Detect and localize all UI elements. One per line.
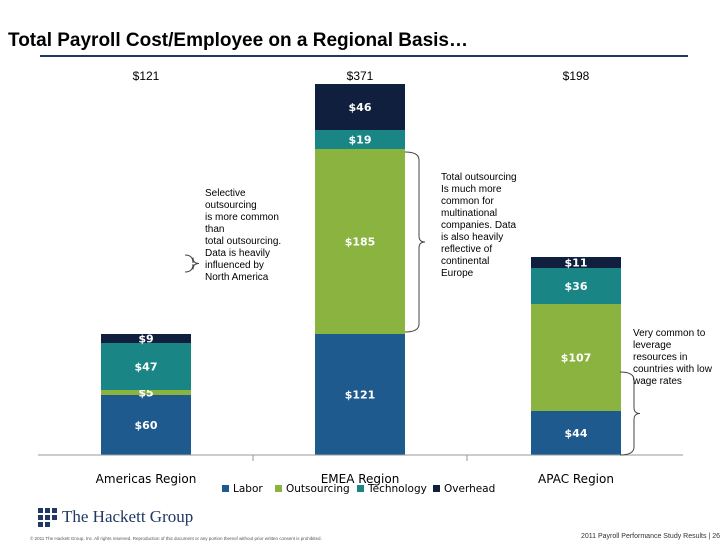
bar-emea-region-outsourcing (315, 149, 405, 334)
legend-label-technology: Technology (367, 483, 427, 495)
bar-americas-region-labor (101, 395, 191, 455)
title-divider (40, 55, 688, 57)
data-label-apac-region-outsourcing: $107 (561, 352, 592, 365)
legend-swatch-outsourcing (275, 485, 282, 492)
bar-emea-region-overhead (315, 84, 405, 130)
americas-note: Selective outsourcing is more common tha… (205, 188, 282, 283)
total-label-emea-region: $371 (347, 69, 374, 83)
page-reference: 2011 Payroll Performance Study Results |… (580, 533, 720, 540)
category-label-apac-region: APAC Region (538, 472, 614, 486)
data-label-emea-region-outsourcing: $185 (345, 236, 376, 249)
data-label-emea-region-technology: $19 (349, 134, 372, 147)
total-label-apac-region: $198 (563, 69, 590, 83)
apac-bracket (619, 371, 641, 456)
bar-apac-region-technology (531, 268, 621, 304)
bar-americas-region-technology (101, 343, 191, 390)
legend-swatch-technology (357, 485, 364, 492)
page-title: Total Payroll Cost/Employee on a Regiona… (8, 30, 468, 51)
americas-bracket (184, 254, 200, 273)
data-label-apac-region-labor: $44 (565, 427, 588, 440)
data-label-apac-region-technology: $36 (565, 280, 588, 293)
category-label-americas-region: Americas Region (96, 472, 197, 486)
data-label-americas-region-overhead: $9 (138, 333, 153, 346)
copyright-text: © 2011 The Hackett Group, Inc. All right… (30, 536, 322, 541)
legend-label-overhead: Overhead (444, 483, 495, 495)
emea-note: Total outsourcing Is much more common fo… (441, 172, 517, 279)
data-label-emea-region-labor: $121 (345, 389, 376, 402)
data-label-americas-region-labor: $60 (135, 419, 158, 432)
logo-mark-icon (38, 508, 58, 528)
bar-apac-region-overhead (531, 257, 621, 268)
bar-apac-region-outsourcing (531, 304, 621, 411)
legend-swatch-labor (222, 485, 229, 492)
bar-emea-region-technology (315, 130, 405, 149)
legend-swatch-overhead (433, 485, 440, 492)
data-label-apac-region-overhead: $11 (565, 257, 588, 270)
category-label-emea-region: EMEA Region (321, 472, 400, 486)
annotation-brackets (184, 151, 641, 461)
bar-apac-region-labor (531, 411, 621, 455)
bar-emea-region-labor (315, 334, 405, 455)
bar-americas-region-overhead (101, 334, 191, 343)
data-label-emea-region-overhead: $46 (349, 101, 372, 114)
apac-note: Very common to leverage resources in cou… (633, 328, 712, 387)
legend: Labor Outsourcing Technology Overhead (222, 483, 495, 495)
emea-bracket (404, 151, 426, 333)
legend-label-outsourcing: Outsourcing (286, 483, 350, 495)
data-label-americas-region-technology: $47 (135, 361, 158, 374)
bar-americas-region-outsourcing (101, 390, 191, 395)
logo-text: The Hackett Group (62, 507, 194, 526)
total-label-americas-region: $121 (133, 69, 160, 83)
legend-label-labor: Labor (233, 483, 263, 495)
